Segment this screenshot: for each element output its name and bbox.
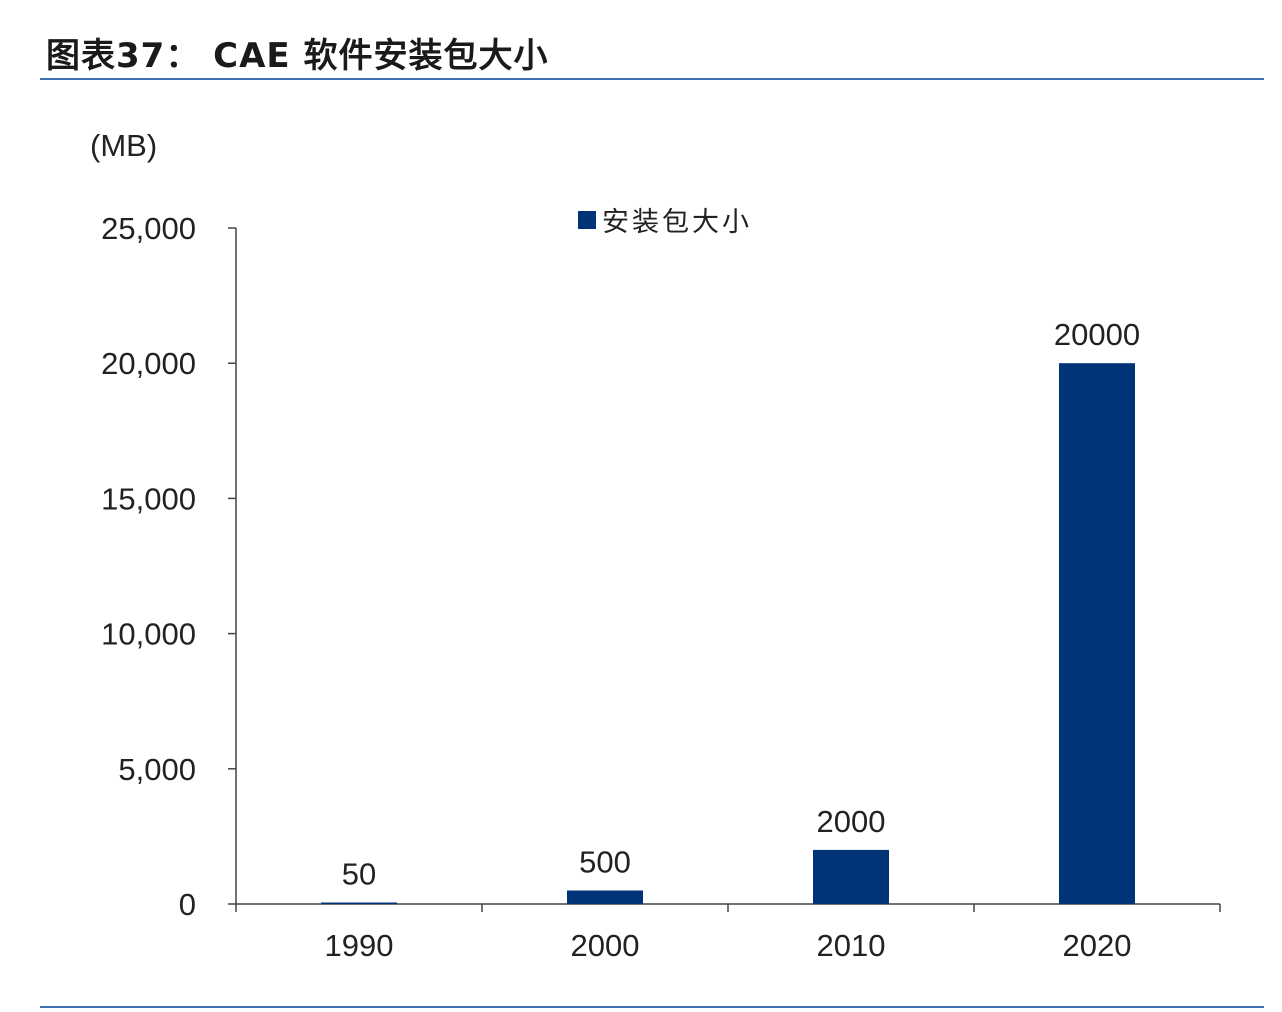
data-label-2000: 500 [579, 844, 631, 879]
legend-swatch [578, 210, 596, 229]
bottom-divider [40, 1006, 1264, 1008]
legend-label: 安装包大小 [602, 207, 752, 238]
x-tick-label: 2020 [1063, 928, 1132, 963]
bar-2000 [567, 890, 643, 904]
bar-1990 [321, 902, 397, 904]
data-label-2020: 20000 [1054, 317, 1140, 352]
x-tick-label: 2000 [571, 928, 640, 963]
top-divider [40, 78, 1264, 80]
y-tick-label: 15,000 [101, 481, 196, 516]
x-tick-label: 2010 [817, 928, 886, 963]
data-label-1990: 50 [342, 857, 376, 892]
y-tick-label: 25,000 [101, 211, 196, 246]
data-label-2010: 2000 [817, 804, 886, 839]
y-tick-label: 10,000 [101, 617, 196, 652]
figure-title: 图表37： CAE 软件安装包大小 [46, 36, 549, 76]
y-tick-label: 0 [179, 887, 196, 922]
y-tick-label: 5,000 [118, 752, 196, 787]
bar-2010 [813, 849, 889, 904]
chart-legend: 安装包大小 [578, 200, 752, 239]
y-axis-unit-label: (MB) [90, 128, 158, 163]
bar-2020 [1059, 363, 1135, 904]
x-tick-label: 1990 [325, 928, 394, 963]
y-tick-label: 20,000 [101, 346, 196, 381]
